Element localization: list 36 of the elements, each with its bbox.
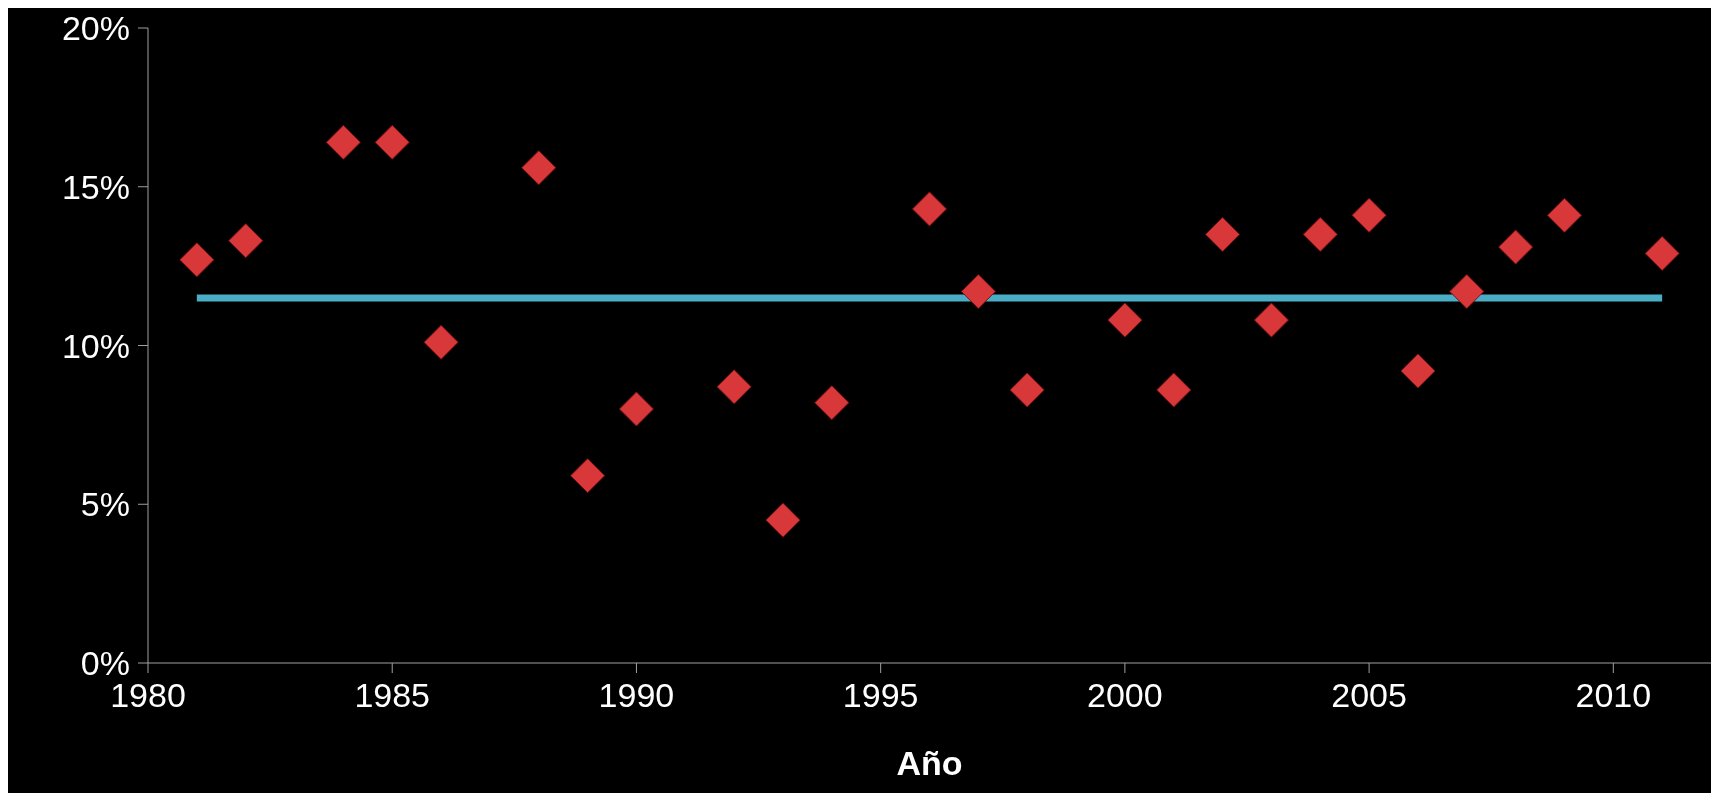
x-axis-title: Año (896, 744, 963, 782)
point (570, 458, 606, 494)
point (765, 502, 801, 538)
point (1302, 216, 1338, 252)
point (1205, 216, 1241, 252)
point (618, 391, 654, 427)
point (1351, 197, 1387, 233)
point (325, 124, 361, 160)
y-tick-label: 5% (80, 485, 130, 524)
point (1009, 372, 1045, 408)
point (1449, 274, 1485, 310)
point (1400, 353, 1436, 389)
x-tick-label: 2000 (1087, 676, 1163, 715)
point (1253, 302, 1289, 338)
point (1498, 229, 1534, 265)
point (228, 223, 264, 259)
point (960, 274, 996, 310)
point (1107, 302, 1143, 338)
y-tick-label: 15% (61, 167, 130, 206)
y-tick-label: 20% (61, 9, 130, 48)
point (179, 242, 215, 278)
point (1156, 372, 1192, 408)
x-tick-label: 1985 (354, 676, 431, 715)
point (1546, 197, 1582, 233)
y-tick-label: 10% (61, 326, 130, 365)
point (912, 191, 947, 227)
point (1644, 235, 1680, 271)
point (521, 150, 557, 186)
point (716, 369, 752, 405)
x-tick-label: 1990 (598, 676, 675, 715)
x-tick-label: 2005 (1331, 676, 1407, 715)
x-tick-label: 1995 (842, 676, 919, 715)
point (814, 385, 850, 421)
point (374, 124, 410, 160)
x-tick-label: 2010 (1575, 676, 1652, 715)
point (423, 324, 459, 360)
